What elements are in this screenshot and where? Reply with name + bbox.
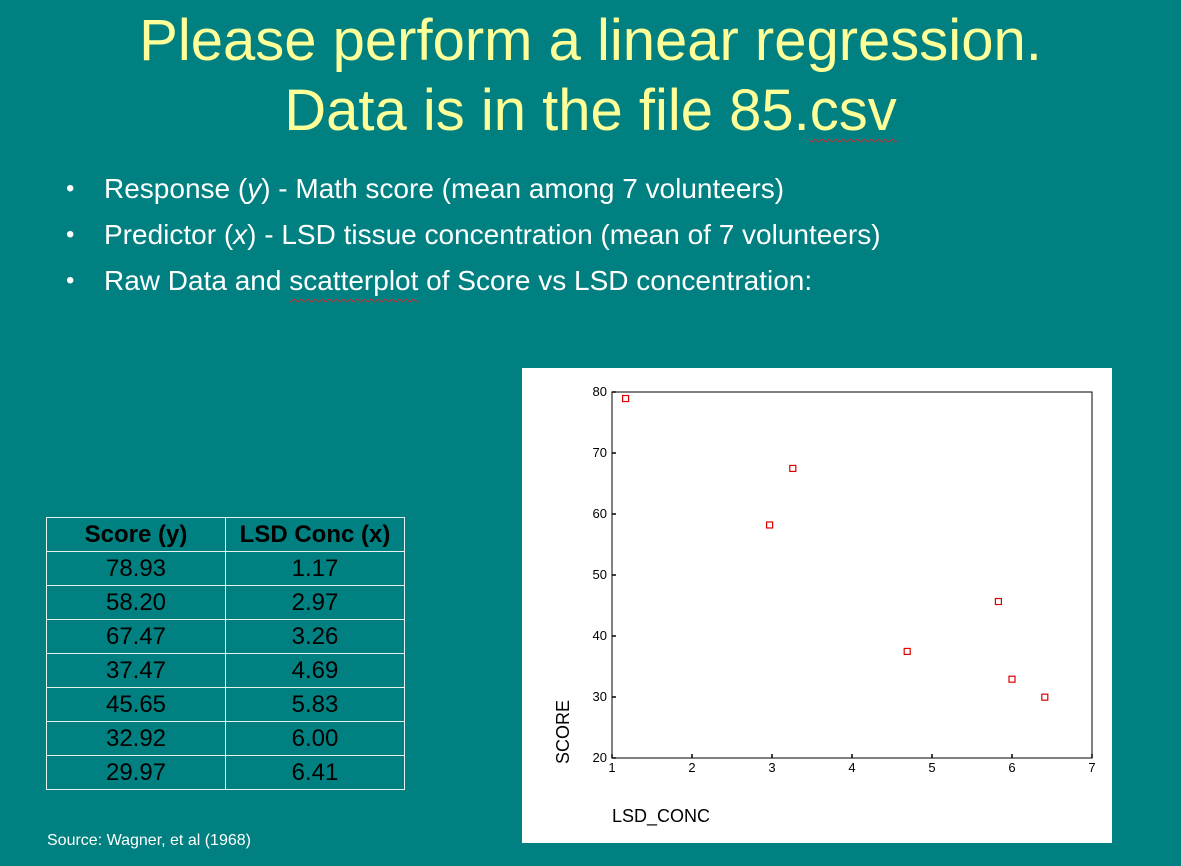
scatter-point: [994, 597, 1002, 606]
bullet-variable: x: [233, 219, 248, 250]
scatterplot-panel: 20 30 40 50 60 70 80 1 2 3 4 5 6 7 SCORE LSD_CONC: [522, 368, 1112, 843]
column-header-lsd-conc: LSD Conc (x): [225, 517, 405, 552]
lsd-cell: 2.97: [225, 585, 405, 620]
bullet-squiggle-word: scatterplot: [289, 265, 419, 296]
score-cell: 29.97: [46, 755, 226, 790]
lsd-cell: 6.41: [225, 755, 405, 790]
bullet-list: • Response (y) - Math score (mean among …: [66, 166, 881, 304]
table-row: 29.97 6.41: [46, 755, 405, 790]
title-line-1: Please perform a linear regression.: [139, 8, 1042, 73]
scatterplot: 20 30 40 50 60 70 80 1 2 3 4 5 6 7 SCORE LSD_CONC: [553, 384, 1096, 827]
title-line-2-prefix: Data is in the file 85.: [284, 78, 810, 143]
lsd-cell: 5.83: [225, 687, 405, 722]
table-row: 37.47 4.69: [46, 653, 405, 688]
lsd-cell: 3.26: [225, 619, 405, 654]
score-cell: 45.65: [46, 687, 226, 722]
y-axis-label: SCORE: [553, 700, 573, 764]
bullet-text-after: ) - LSD tissue concentration (mean of 7 …: [247, 219, 881, 250]
y-tick-label: 50: [593, 567, 607, 582]
bullet-item-response: • Response (y) - Math score (mean among …: [66, 166, 881, 212]
scatter-point: [1041, 693, 1049, 701]
score-cell: 32.92: [46, 721, 226, 756]
x-tick-label: 5: [928, 760, 935, 775]
table-row: 32.92 6.00: [46, 721, 405, 756]
data-points: [621, 394, 1049, 701]
y-tick-label: 60: [593, 506, 607, 521]
bullet-text-before: Predictor (: [104, 219, 234, 250]
bullet-dot: •: [66, 267, 75, 294]
table-row: 58.20 2.97: [46, 585, 405, 620]
y-axis-ticks: 20 30 40 50 60 70 80: [593, 384, 616, 765]
title-line-2-suffix: csv: [809, 78, 897, 143]
data-table-container: Score (y) LSD Conc (x) 78.93 1.17 58.20 2.…: [46, 517, 405, 790]
data-table: Score (y) LSD Conc (x) 78.93 1.17 58.20 2.…: [46, 517, 405, 790]
bullet-dot: •: [66, 221, 75, 248]
scatter-point: [789, 464, 797, 473]
x-tick-label: 7: [1088, 760, 1095, 775]
x-axis-label: LSD_CONC: [612, 806, 710, 827]
y-tick-label: 80: [593, 384, 607, 399]
column-header-score: Score (y): [46, 517, 226, 552]
slide-title: Please perform a linear regression. Data…: [0, 6, 1181, 146]
y-tick-label: 70: [593, 445, 607, 460]
bullet-item-predictor: • Predictor (x) - LSD tissue concentrati…: [66, 212, 881, 258]
score-cell: 58.20: [46, 585, 226, 620]
score-cell: 67.47: [46, 619, 226, 654]
lsd-cell: 6.00: [225, 721, 405, 756]
bullet-text-before: Response (: [104, 173, 248, 204]
plot-frame: [611, 391, 1093, 759]
y-tick-label: 20: [593, 750, 607, 765]
x-tick-label: 6: [1008, 760, 1015, 775]
bullet-dot: •: [66, 175, 75, 202]
table-row: 78.93 1.17: [46, 551, 405, 586]
scatter-point: [1008, 675, 1016, 683]
scatter-point: [766, 521, 774, 529]
bullet-item-raw-data: • Raw Data and scatterplot of Score vs L…: [66, 258, 881, 304]
bullet-text-before: Raw Data and: [104, 265, 290, 296]
table-row: 67.47 3.26: [46, 619, 405, 654]
x-tick-label: 4: [848, 760, 855, 775]
score-cell: 37.47: [46, 653, 226, 688]
y-tick-label: 40: [593, 628, 607, 643]
scatter-point: [903, 647, 911, 656]
score-cell: 78.93: [46, 551, 226, 586]
table-header-row: Score (y) LSD Conc (x): [46, 517, 405, 552]
scatter-point: [621, 394, 630, 403]
lsd-cell: 4.69: [225, 653, 405, 688]
x-tick-label: 2: [688, 760, 695, 775]
x-tick-label: 3: [768, 760, 775, 775]
table-row: 45.65 5.83: [46, 687, 405, 722]
bullet-text-after: ) - Math score (mean among 7 volunteers): [261, 173, 785, 204]
y-tick-label: 30: [593, 689, 607, 704]
x-axis-ticks: 1 2 3 4 5 6 7: [608, 754, 1096, 775]
source-citation: Source: Wagner, et al (1968): [47, 832, 251, 849]
title-line-2: Data is in the file 85.csv: [0, 76, 1181, 146]
bullet-variable: y: [247, 173, 262, 204]
x-tick-label: 1: [608, 760, 615, 775]
lsd-cell: 1.17: [225, 551, 405, 586]
bullet-text-after: of Score vs LSD concentration:: [418, 265, 813, 296]
